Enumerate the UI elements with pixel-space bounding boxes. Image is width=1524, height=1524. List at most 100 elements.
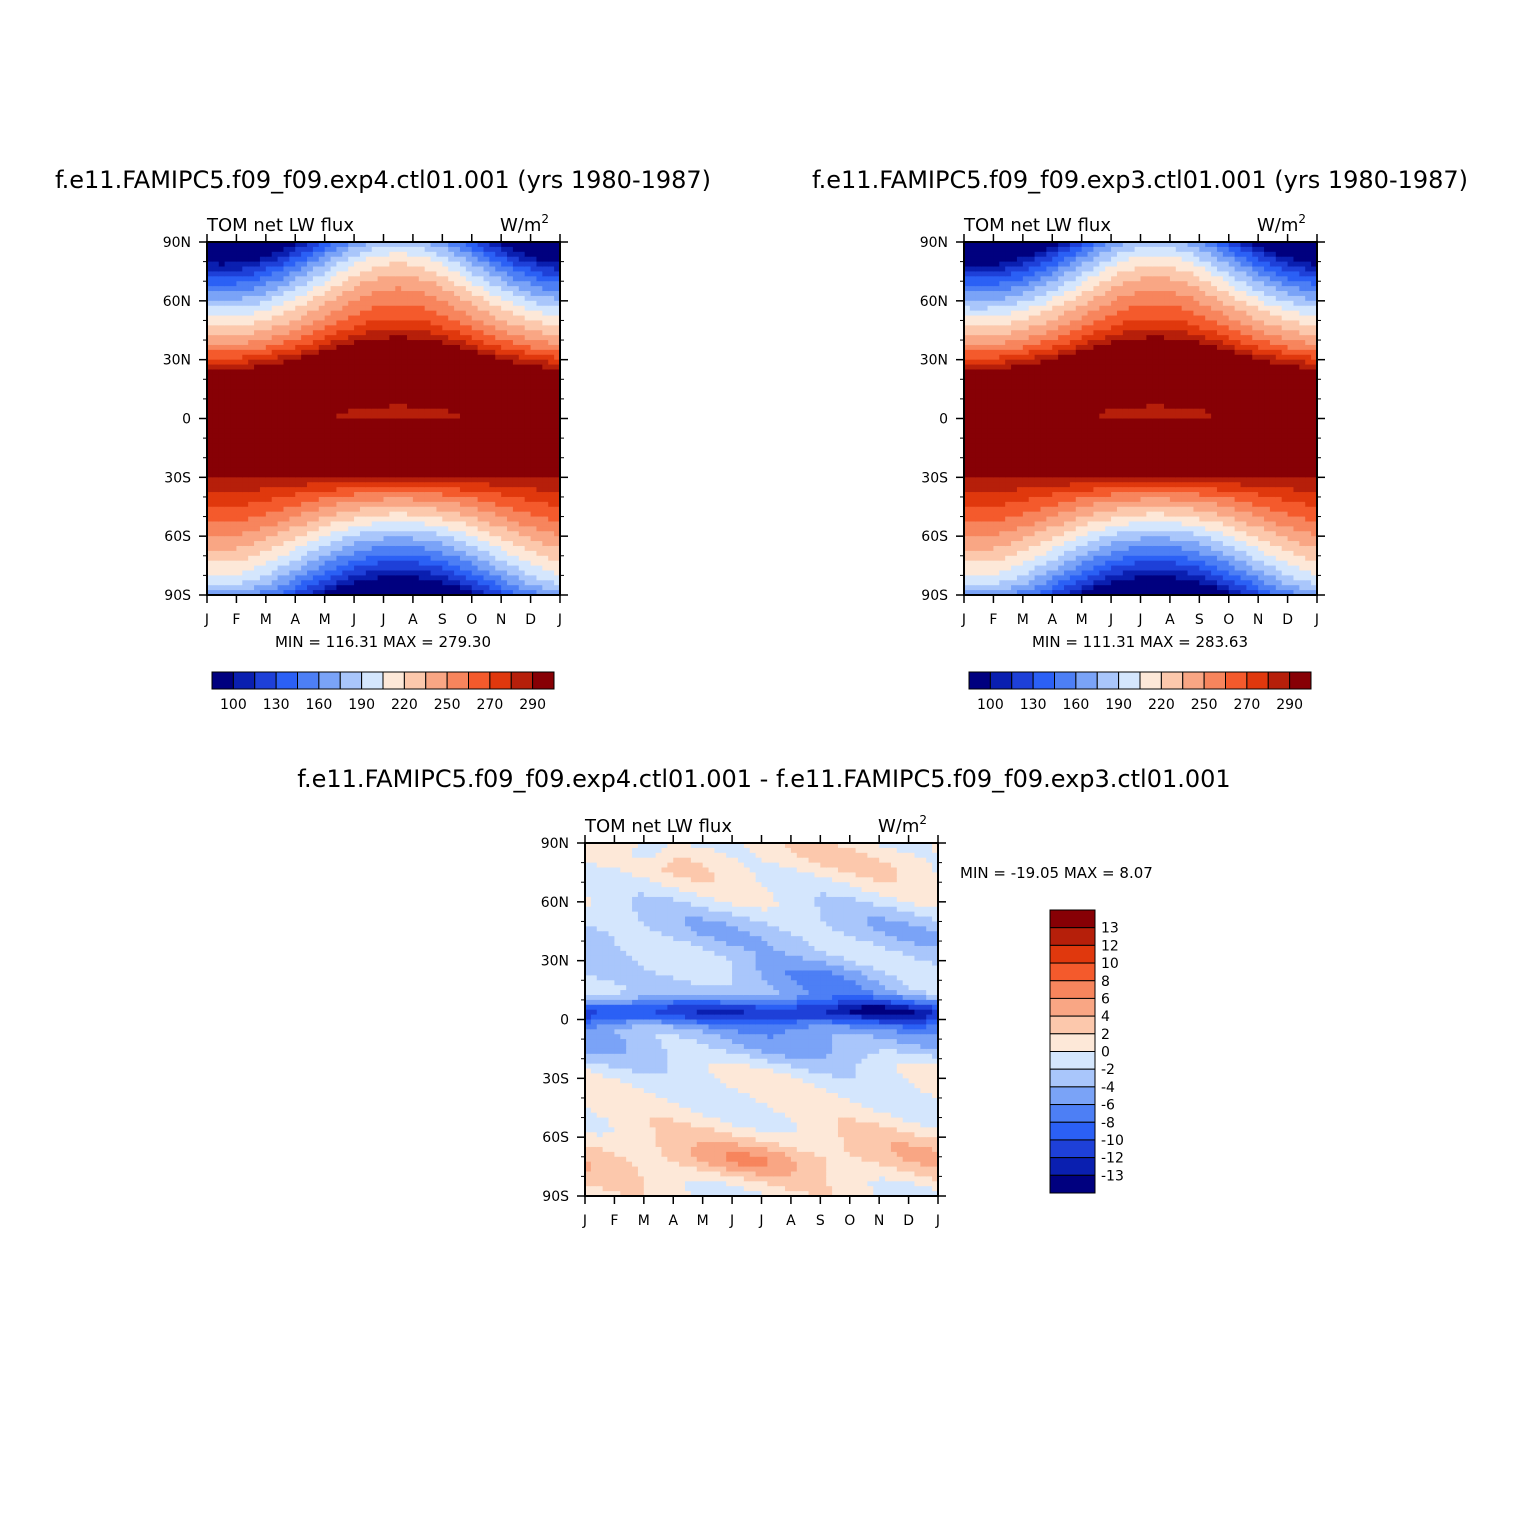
contour-cell <box>301 359 308 366</box>
contour-cell <box>1005 496 1012 503</box>
contour-cell <box>1005 261 1012 268</box>
contour-cell <box>377 384 385 390</box>
contour-cell <box>277 384 285 390</box>
contour-cell <box>407 570 414 576</box>
contour-cell <box>975 330 983 336</box>
contour-cell <box>371 511 379 518</box>
contour-cell <box>342 344 349 351</box>
contour-cell <box>236 393 243 400</box>
contour-cell <box>964 393 971 400</box>
colorbar-swatch <box>489 671 512 690</box>
contour-cell <box>207 393 214 400</box>
contour-cell <box>454 403 461 410</box>
contour-cell <box>377 555 385 562</box>
contour-cell <box>501 403 508 410</box>
contour-cell <box>454 369 461 375</box>
contour-cell <box>277 447 285 454</box>
contour-cell <box>342 457 349 464</box>
contour-cell <box>1005 315 1012 322</box>
colorbar-label: 160 <box>306 697 333 713</box>
contour-cell <box>975 354 983 361</box>
contour-cell <box>377 501 385 508</box>
contour-cell <box>236 501 243 508</box>
contour-cell <box>993 477 1000 483</box>
contour-cell <box>354 379 361 385</box>
contour-cell <box>401 496 408 503</box>
contour-cell <box>242 467 249 474</box>
contour-cell <box>248 242 255 248</box>
contour-cell <box>489 443 496 449</box>
contour-cell <box>365 251 373 258</box>
contour-cell <box>987 398 995 405</box>
contour-cell <box>512 320 520 326</box>
contour-cell <box>964 354 971 361</box>
contour-cell <box>265 477 273 483</box>
contour-cell <box>371 251 379 258</box>
contour-cell <box>259 408 267 415</box>
contour-cell <box>495 501 502 508</box>
contour-cell <box>312 413 320 420</box>
contour-cell <box>459 413 467 420</box>
contour-cell <box>242 428 249 434</box>
contour-cell <box>389 340 396 346</box>
contour-cell <box>348 354 355 361</box>
contour-cell <box>259 457 267 464</box>
contour-cell <box>283 506 290 513</box>
contour-cell <box>254 256 261 263</box>
contour-cell <box>348 276 355 282</box>
contour-cell <box>248 374 255 380</box>
contour-cell <box>424 393 432 400</box>
contour-cell <box>483 271 490 277</box>
contour-cell <box>548 354 555 361</box>
contour-cell <box>964 526 971 532</box>
contour-cell <box>318 477 326 483</box>
contour-cell <box>283 374 290 380</box>
contour-cell <box>987 315 995 322</box>
contour-cell <box>495 413 502 420</box>
contour-cell <box>389 467 396 474</box>
contour-cell <box>964 286 971 292</box>
contour-cell <box>224 550 232 557</box>
contour-cell <box>401 315 408 322</box>
contour-cell <box>242 433 249 439</box>
contour-cell <box>377 286 385 292</box>
contour-cell <box>324 305 332 312</box>
contour-cell <box>254 291 261 297</box>
contour-cell <box>312 516 320 523</box>
contour-cell <box>507 477 514 483</box>
contour-cell <box>495 467 502 474</box>
contour-cell <box>524 384 532 390</box>
contour-cell <box>218 516 226 523</box>
contour-cell <box>554 452 561 459</box>
contour-cell <box>283 271 290 277</box>
contour-cell <box>348 487 355 493</box>
contour-cell <box>412 477 420 483</box>
contour-cell <box>969 403 977 410</box>
contour-cell <box>507 271 514 277</box>
contour-cell <box>477 447 485 454</box>
contour-cell <box>477 511 485 518</box>
contour-cell <box>248 423 255 429</box>
contour-cell <box>554 482 561 488</box>
contour-cell <box>554 550 561 557</box>
contour-cell <box>471 492 479 498</box>
contour-cell <box>307 477 314 483</box>
contour-cell <box>407 325 414 331</box>
contour-cell <box>207 261 214 268</box>
contour-cell <box>454 276 461 282</box>
contour-cell <box>265 344 273 351</box>
contour-cell <box>981 393 989 400</box>
contour-cell <box>389 310 396 317</box>
contour-cell <box>401 472 408 478</box>
contour-cell <box>542 359 549 366</box>
contour-cell <box>465 477 473 483</box>
contour-cell <box>465 433 473 439</box>
contour-cell <box>354 325 361 331</box>
contour-cell <box>512 462 520 469</box>
contour-cell <box>442 320 449 326</box>
contour-cell <box>307 516 314 523</box>
contour-cell <box>459 354 467 361</box>
contour-cell <box>277 344 285 351</box>
contour-cell <box>218 506 226 513</box>
contour-cell <box>465 467 473 474</box>
